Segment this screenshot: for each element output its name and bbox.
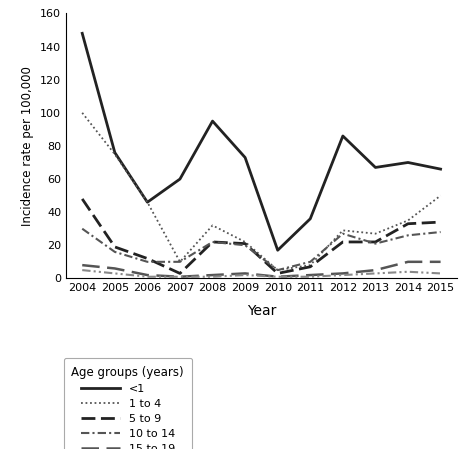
- Legend: <1, 1 to 4, 5 to 9, 10 to 14, 15 to 19, 20+: <1, 1 to 4, 5 to 9, 10 to 14, 15 to 19, …: [64, 358, 192, 449]
- X-axis label: Year: Year: [247, 304, 276, 318]
- Y-axis label: Incidence rate per 100,000: Incidence rate per 100,000: [21, 66, 34, 226]
